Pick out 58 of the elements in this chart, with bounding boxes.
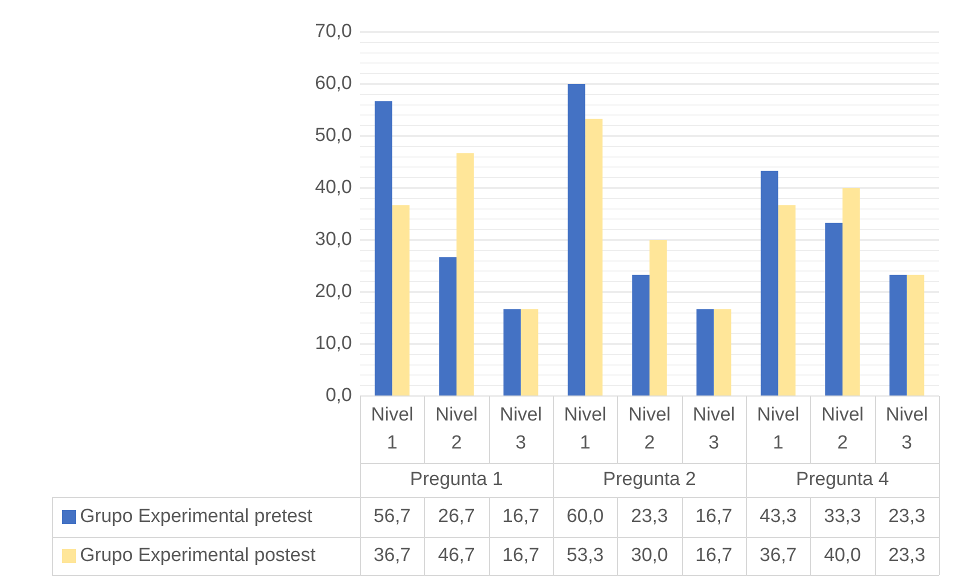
data-label: 36,7 xyxy=(760,545,797,566)
x-tick-label: Nivel 3 xyxy=(692,404,735,454)
y-tick-label: 0,0 xyxy=(326,385,352,406)
bar xyxy=(778,205,796,396)
x-tick-label: Nivel 1 xyxy=(757,404,800,454)
bar xyxy=(585,118,603,396)
bar xyxy=(374,101,392,396)
data-label: 16,7 xyxy=(502,545,540,566)
data-label: 16,7 xyxy=(695,506,732,528)
bar xyxy=(889,274,907,396)
bar xyxy=(392,205,410,396)
data-label: 60,0 xyxy=(566,506,604,528)
bar xyxy=(503,309,521,396)
data-label: 26,7 xyxy=(438,506,475,528)
bar xyxy=(760,170,778,396)
y-tick-label: 30,0 xyxy=(315,229,352,250)
data-label: 40,0 xyxy=(824,545,861,566)
x-tick-label: Nivel 3 xyxy=(500,404,542,454)
x-tick-label: Nivel 3 xyxy=(886,404,928,454)
x-tick-label: Nivel 2 xyxy=(821,404,864,454)
y-tick-label: 70,0 xyxy=(315,21,352,42)
bar xyxy=(650,240,667,396)
data-label: 46,7 xyxy=(438,545,475,566)
bar xyxy=(520,309,538,396)
data-label: 23,3 xyxy=(888,545,926,566)
bar xyxy=(714,309,732,396)
y-tick-label: 60,0 xyxy=(315,73,352,94)
bar xyxy=(632,274,650,396)
bar xyxy=(906,274,924,396)
bar xyxy=(439,257,456,396)
y-tick-label: 40,0 xyxy=(315,177,352,198)
data-label: 56,7 xyxy=(374,506,411,528)
bar xyxy=(696,309,714,396)
legend-label: Grupo Experimental postest xyxy=(80,545,316,566)
data-label: 16,7 xyxy=(502,506,540,528)
data-label: 23,3 xyxy=(888,506,926,528)
x-tick-label: Nivel 2 xyxy=(628,404,671,454)
text: Pregunta 2 xyxy=(603,469,696,490)
bar xyxy=(825,222,842,396)
text: Pregunta 1 xyxy=(410,469,503,490)
x-tick-label: Nivel 2 xyxy=(435,404,478,454)
data-label: 16,7 xyxy=(695,545,732,566)
text: Pregunta 4 xyxy=(796,469,890,490)
legend-label: Grupo Experimental pretest xyxy=(80,506,314,528)
x-tick-label: Nivel 1 xyxy=(564,404,606,454)
data-label: 53,3 xyxy=(566,545,604,566)
y-tick-label: 20,0 xyxy=(315,281,352,302)
bar xyxy=(568,84,586,396)
bar xyxy=(456,153,474,396)
data-label: 43,3 xyxy=(760,506,797,528)
data-label: 33,3 xyxy=(824,506,861,528)
y-tick-label: 10,0 xyxy=(315,333,352,354)
y-tick-label: 50,0 xyxy=(315,125,352,146)
data-label: 30,0 xyxy=(631,545,668,566)
x-tick-label: Nivel 1 xyxy=(371,404,414,454)
bar xyxy=(842,188,860,396)
data-label: 36,7 xyxy=(374,545,411,566)
data-label: 23,3 xyxy=(631,506,668,528)
